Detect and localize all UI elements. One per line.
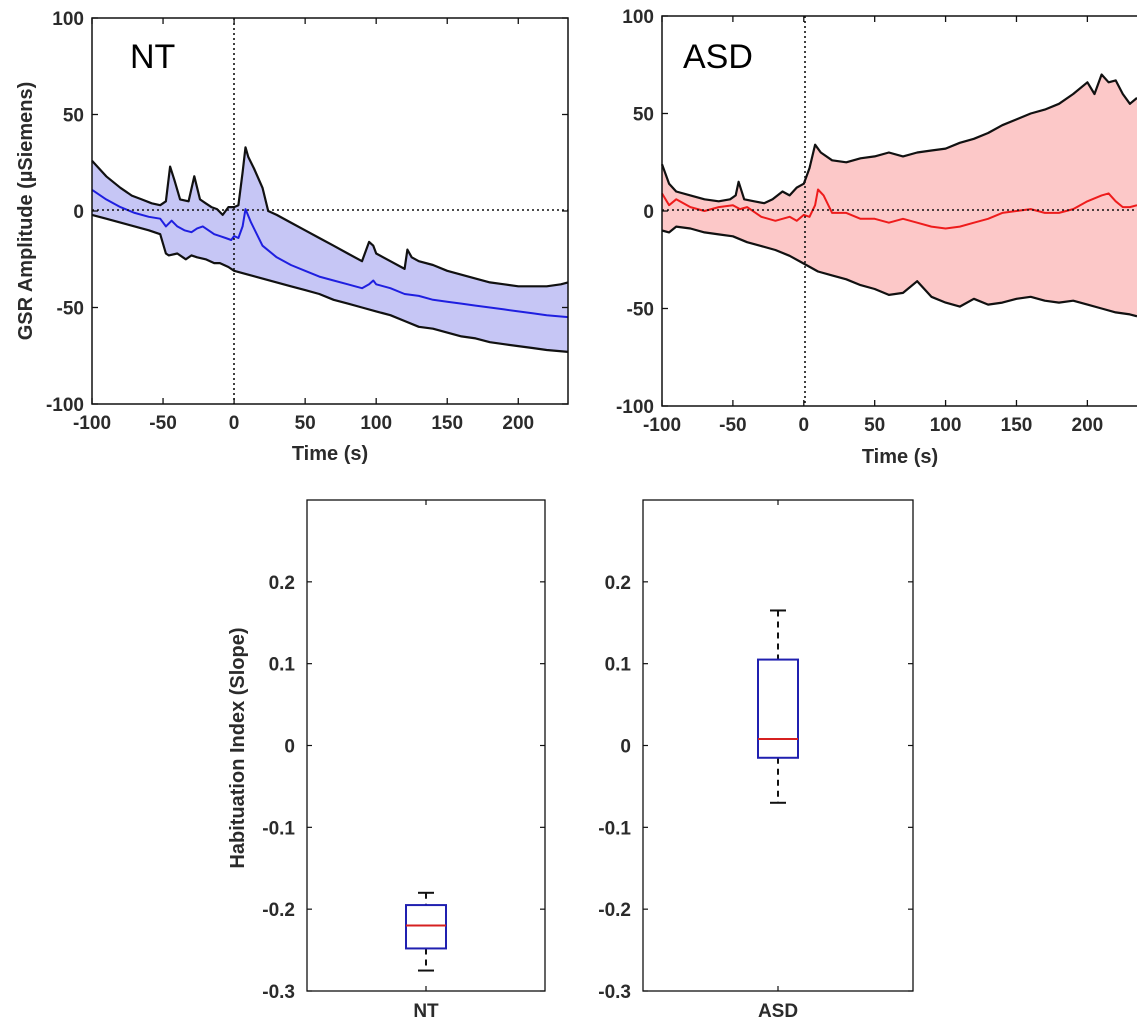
mean-line: [91, 188, 569, 319]
confidence-band-area: [92, 147, 568, 352]
x-tick-label: 0: [799, 415, 810, 436]
confidence-band-area: [662, 74, 1137, 317]
panel-title-asd: ASD: [683, 38, 753, 76]
y-tick-label: -50: [57, 299, 84, 320]
x-tick-label: 100: [930, 415, 962, 436]
x-tick-label: 200: [1072, 415, 1104, 436]
y-tick-label: 0.1: [605, 655, 632, 676]
x-tick-label: 200: [502, 413, 534, 434]
panel-title-nt: NT: [130, 38, 175, 76]
y-tick-label: -0.2: [598, 900, 631, 921]
y-tick-label: 0.2: [269, 573, 295, 594]
y-tick-label: -0.3: [262, 982, 295, 1003]
y-tick-label: -0.1: [598, 818, 631, 839]
box-marks-asd: 0.2 0.1 0 -0.1 -0.2 -0.3 ASD: [598, 500, 913, 1022]
gsr-panel-asd: 100 50 0 -50 -100-100 -50 0 50 100 150 200 ASD Tim…: [616, 7, 1137, 468]
confidence-band-asd: [662, 74, 1137, 317]
y-tick-label: 0: [643, 202, 654, 223]
x-tick-label: 100: [360, 413, 392, 434]
y-tick-label: 0: [73, 202, 84, 223]
x-category-label: NT: [413, 1001, 439, 1022]
x-tick-label: -100: [643, 415, 681, 436]
series-lines-nt: [91, 146, 569, 353]
interquartile-box: [405, 904, 447, 950]
box-marks-nt: 0.2 0.1 0 -0.1 -0.2 -0.3 NT: [262, 500, 545, 1022]
plot-frame-box-asd: [642, 499, 914, 992]
x-tick-label: -50: [149, 413, 176, 434]
x-tick-label: 150: [431, 413, 463, 434]
y-tick-label: -50: [627, 300, 654, 321]
y-tick-label: -0.2: [262, 900, 295, 921]
gsr-panel-nt: 100 50 0 -50 -100-100 -50 0 50 100 150 200 NT Time…: [15, 9, 569, 465]
x-category-label: ASD: [758, 1001, 798, 1022]
y-tick-label: 100: [622, 7, 654, 28]
x-axis-label-nt: Time (s): [292, 443, 368, 465]
lower-bound-line: [91, 213, 569, 353]
y-tick-label: 0.1: [269, 655, 296, 676]
y-axis-label-box: Habituation Index (Slope): [227, 627, 249, 868]
upper-bound-line: [660, 73, 1137, 205]
y-tick-label: -100: [46, 395, 84, 416]
lower-bound-line: [661, 225, 1137, 318]
x-axis-label-asd: Time (s): [862, 446, 938, 468]
y-axis-label-nt: GSR Amplitude (µSiemens): [15, 82, 37, 341]
y-tick-label: -100: [616, 397, 654, 418]
y-tick-label: -0.1: [262, 818, 295, 839]
boxplot-panel-nt: 0.2 0.1 0 -0.1 -0.2 -0.3 NT Habituation Index …: [227, 499, 546, 1022]
x-tick-label: -50: [719, 415, 746, 436]
series-lines-asd: [660, 73, 1137, 318]
tick-marks-asd: 100 50 0 -50 -100-100 -50 0 50 100 150 200: [616, 7, 1103, 436]
x-tick-label: 150: [1001, 415, 1033, 436]
y-tick-label: 0: [284, 737, 295, 758]
boxplot-panel-asd: 0.2 0.1 0 -0.1 -0.2 -0.3 ASD: [598, 499, 914, 1022]
confidence-band-nt: [92, 147, 568, 352]
y-tick-label: -0.3: [598, 982, 631, 1003]
y-tick-label: 50: [63, 106, 84, 127]
mean-line: [661, 188, 1137, 230]
x-tick-label: 50: [295, 413, 316, 434]
interquartile-box: [757, 658, 799, 759]
tick-marks-nt: 100 50 0 -50 -100-100 -50 0 50 100 150 200: [46, 9, 568, 434]
y-tick-label: 100: [52, 9, 84, 30]
y-tick-label: 50: [633, 105, 654, 126]
y-tick-label: 0: [620, 737, 631, 758]
y-tick-label: 0.2: [605, 573, 631, 594]
x-tick-label: 50: [864, 415, 885, 436]
x-tick-label: 0: [229, 413, 240, 434]
upper-bound-line: [91, 146, 569, 288]
x-tick-label: -100: [73, 413, 111, 434]
plot-frame-box-nt: [306, 499, 546, 992]
